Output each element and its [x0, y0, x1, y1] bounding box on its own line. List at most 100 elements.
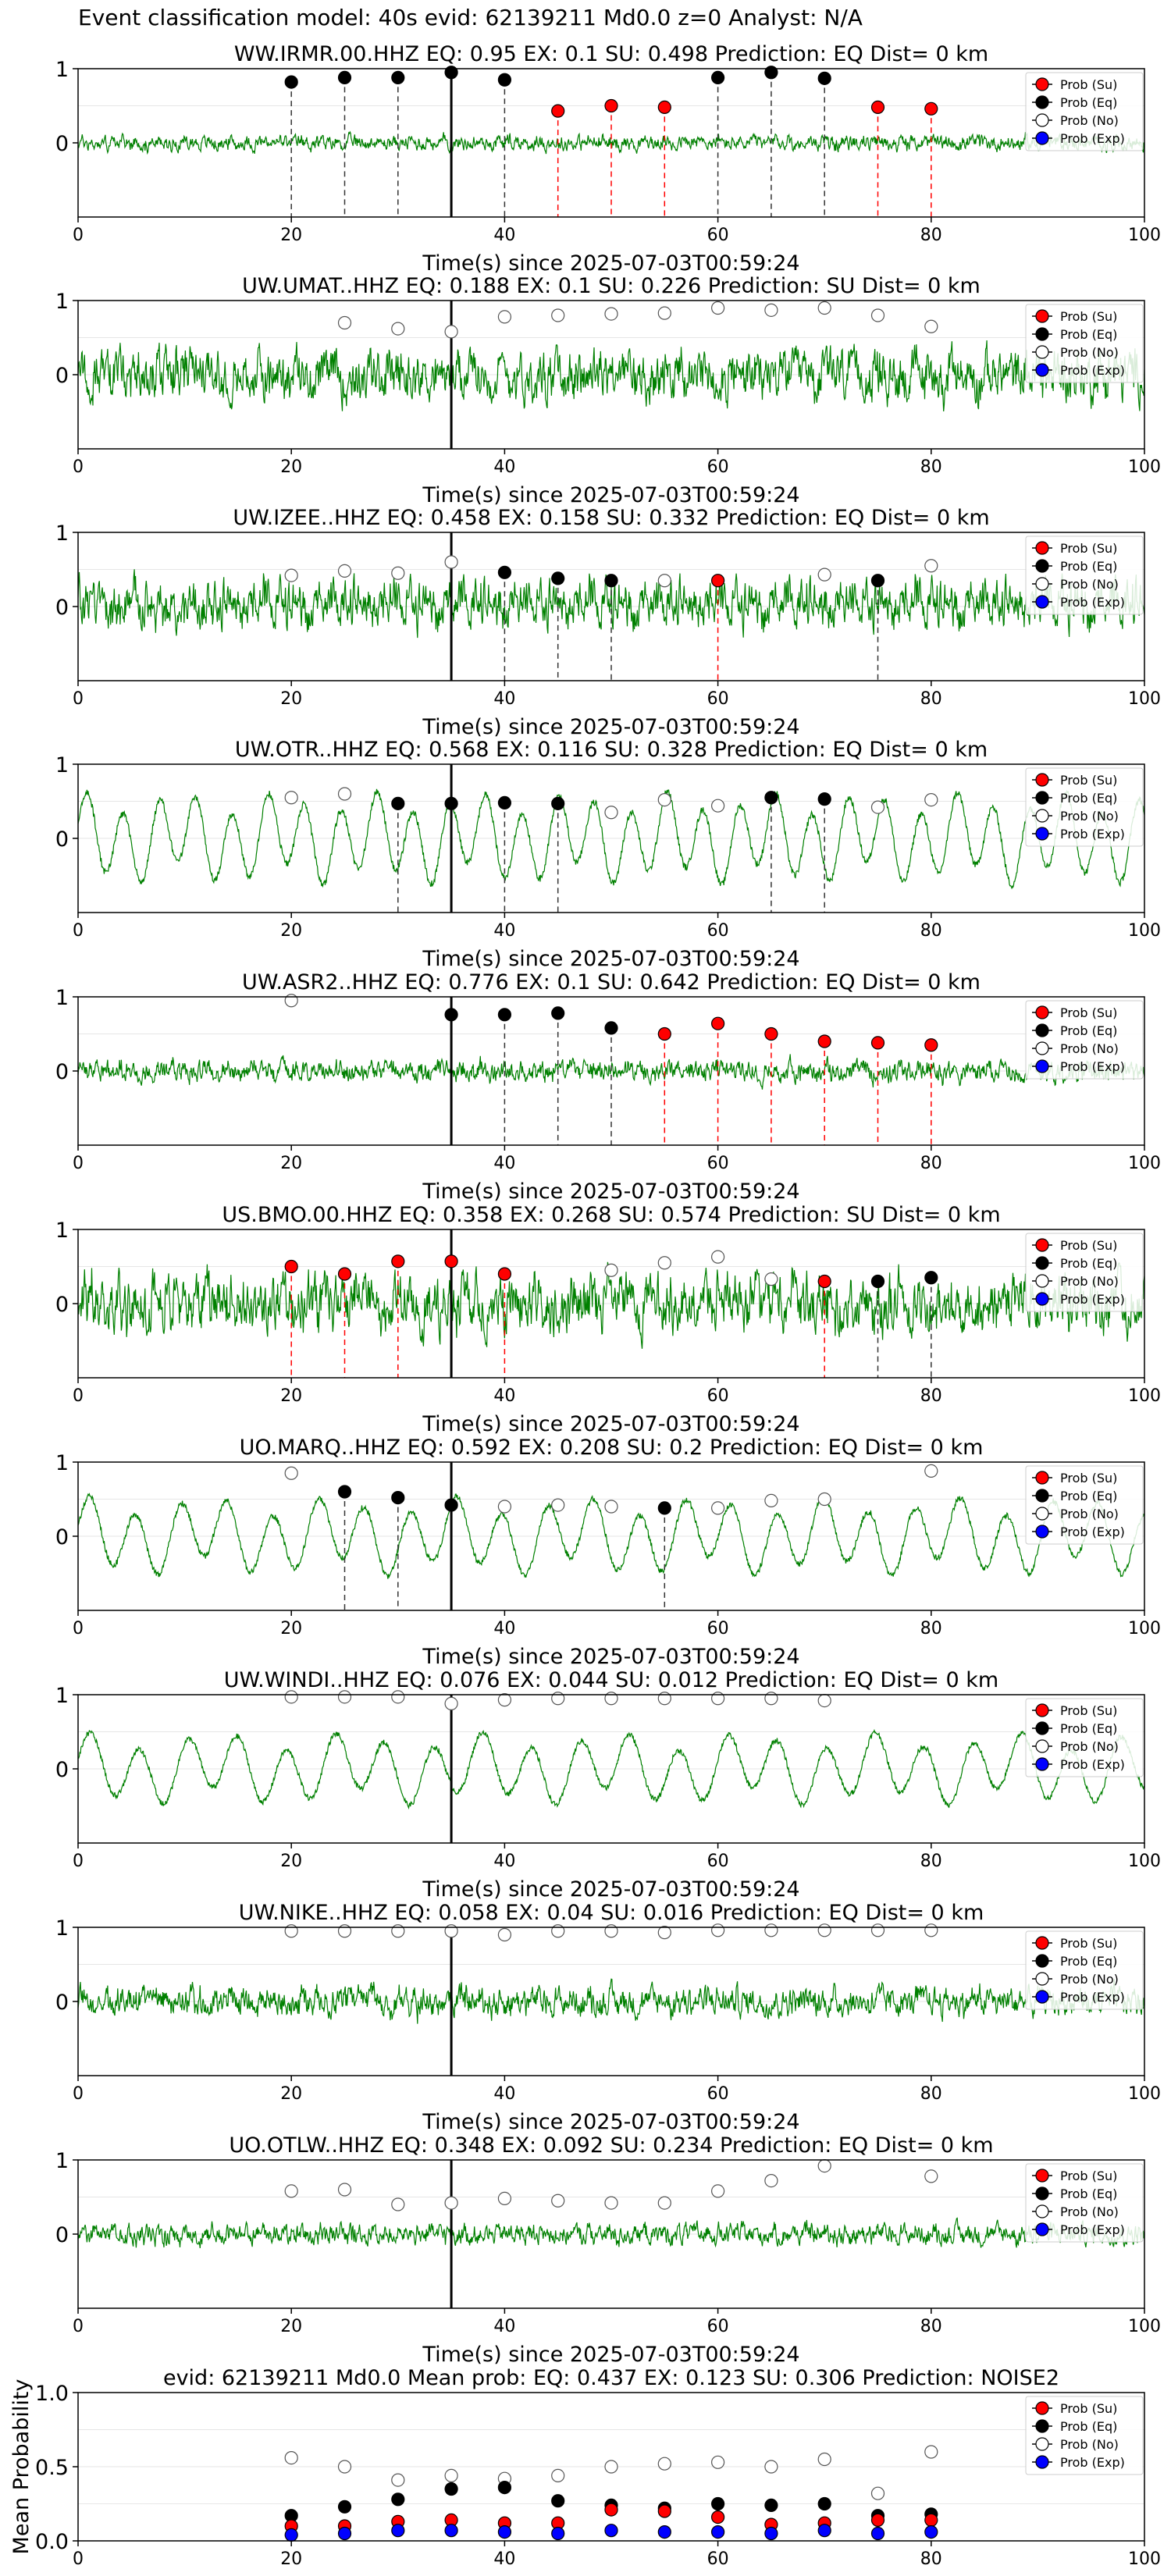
probability-point — [710, 301, 725, 315]
legend-label: Prob (Su) — [1060, 773, 1117, 788]
legend-marker — [1035, 1041, 1049, 1055]
mean-probability-point — [657, 2457, 671, 2471]
x-tick-label: 40 — [493, 1619, 515, 1638]
probability-point — [764, 303, 778, 317]
legend-label: Prob (Eq) — [1060, 791, 1117, 806]
mean-probability-point — [604, 2503, 618, 2517]
probability-point — [817, 1694, 831, 1708]
mean-probability-point — [284, 2528, 298, 2542]
station-panel: US.BMO.00.HHZ EQ: 0.358 EX: 0.268 SU: 0.… — [55, 1203, 1161, 1436]
page-title: Event classification model: 40s evid: 62… — [78, 5, 863, 30]
legend-marker — [1035, 1274, 1049, 1288]
waveform-area — [78, 1964, 1144, 2024]
probability-point — [497, 795, 512, 810]
probability-point — [924, 559, 938, 573]
waveform-area — [78, 337, 1144, 412]
probability-point — [604, 1021, 618, 1035]
x-tick-label: 60 — [707, 689, 729, 709]
legend-marker — [1035, 809, 1049, 823]
y-tick-label: 1 — [55, 58, 69, 82]
y-tick-label: 0 — [55, 1060, 69, 1084]
legend-marker — [1035, 131, 1049, 145]
probability-point — [604, 806, 618, 820]
mean-probability-point — [924, 2513, 938, 2527]
x-tick-label: 80 — [920, 457, 942, 477]
legend-marker — [1035, 1471, 1049, 1485]
probability-point — [604, 1263, 618, 1277]
legend-label: Prob (Eq) — [1060, 1489, 1117, 1503]
probability-point — [497, 1500, 512, 1514]
legend-marker — [1035, 363, 1049, 377]
probability-point — [604, 307, 618, 321]
legend-marker — [1035, 541, 1049, 555]
legend-label: Prob (No) — [1060, 2437, 1119, 2452]
x-tick-label: 40 — [493, 457, 515, 477]
probability-point — [817, 1034, 831, 1048]
legend-label: Prob (Exp) — [1060, 2455, 1125, 2470]
x-tick-label: 80 — [920, 921, 942, 941]
probability-point — [444, 2196, 458, 2210]
mean-probability-point — [391, 2473, 405, 2487]
panel-title: UW.ASR2..HHZ EQ: 0.776 EX: 0.1 SU: 0.642… — [242, 970, 981, 994]
legend-box — [1025, 72, 1144, 151]
legend-label: Prob (Exp) — [1060, 131, 1125, 146]
x-tick-label: 100 — [1128, 226, 1161, 245]
probability-point — [444, 66, 458, 80]
mean-probability-point — [551, 2494, 565, 2508]
probability-point — [764, 1026, 778, 1041]
legend-label: Prob (Eq) — [1060, 1023, 1117, 1038]
mean-probability-point — [817, 2496, 831, 2511]
probability-point — [337, 564, 352, 578]
legend-label: Prob (Exp) — [1060, 595, 1125, 610]
mean-probability-point — [337, 2500, 352, 2514]
probability-point — [284, 2184, 298, 2198]
mean-probability-point — [337, 2526, 352, 2541]
x-tick-label: 40 — [493, 2549, 515, 2569]
legend-marker — [1035, 327, 1049, 341]
probability-point — [710, 1250, 725, 1264]
probability-point — [391, 1254, 405, 1268]
probability-point — [284, 1924, 298, 1938]
x-tick-label: 0 — [73, 1154, 84, 1173]
probability-point — [817, 301, 831, 315]
legend-label: Prob (No) — [1060, 1274, 1119, 1289]
mean-probability-point — [817, 2452, 831, 2467]
probability-point — [924, 1271, 938, 1285]
y-tick-label: 1 — [55, 521, 69, 546]
probability-point — [551, 104, 565, 118]
legend-box — [1025, 1930, 1144, 2010]
mean-probability-point — [870, 2526, 885, 2541]
legend: Prob (Su) Prob (Eq) Prob (No) Prob (Exp) — [1025, 1233, 1144, 1312]
legend-label: Prob (No) — [1060, 809, 1119, 824]
y-tick-label: 0 — [55, 1758, 69, 1782]
legend-box — [1025, 1000, 1144, 1080]
probability-point — [817, 568, 831, 582]
probability-point — [604, 1692, 618, 1706]
legend-marker — [1035, 595, 1049, 609]
x-tick-label: 60 — [707, 1852, 729, 1871]
probability-point — [497, 565, 512, 579]
mean-probability-point — [391, 2524, 405, 2538]
y-tick-label: 0.5 — [35, 2456, 69, 2480]
panel-title: UW.NIKE..HHZ EQ: 0.058 EX: 0.04 SU: 0.01… — [239, 1901, 984, 1925]
probability-point — [817, 1274, 831, 1289]
probability-point — [817, 2159, 831, 2173]
legend: Prob (Su) Prob (Eq) Prob (No) Prob (Exp) — [1025, 1698, 1144, 1777]
station-panel: UW.UMAT..HHZ EQ: 0.188 EX: 0.1 SU: 0.226… — [55, 274, 1161, 507]
x-tick-label: 0 — [73, 1619, 84, 1638]
mean-probability-point — [284, 2451, 298, 2465]
x-tick-label: 0 — [73, 921, 84, 941]
legend-marker — [1035, 1739, 1049, 1753]
probability-point — [551, 1692, 565, 1706]
probability-point — [444, 1924, 458, 1938]
probability-point — [710, 574, 725, 588]
station-panel: UW.NIKE..HHZ EQ: 0.058 EX: 0.04 SU: 0.01… — [55, 1901, 1161, 2134]
y-tick-label: 0 — [55, 364, 69, 388]
station-panel: UW.OTR..HHZ EQ: 0.568 EX: 0.116 SU: 0.32… — [55, 738, 1161, 971]
probability-point — [497, 2191, 512, 2205]
x-tick-label: 100 — [1128, 921, 1161, 941]
legend-label: Prob (Eq) — [1060, 1256, 1117, 1271]
probability-point — [551, 2194, 565, 2208]
legend-label: Prob (Exp) — [1060, 363, 1125, 378]
